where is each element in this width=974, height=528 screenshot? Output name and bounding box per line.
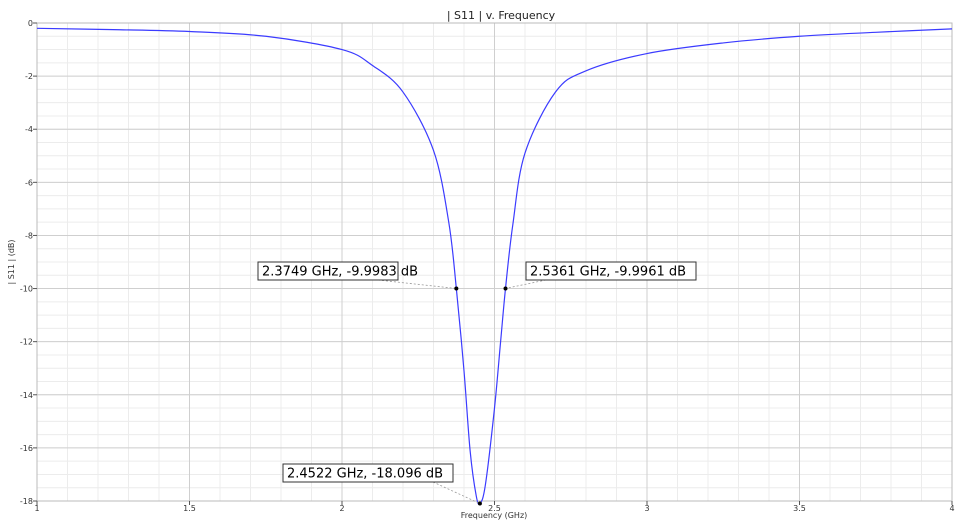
grid bbox=[36, 22, 953, 502]
x-axis-label: Frequency (GHz) bbox=[461, 511, 528, 520]
y-tick-label: -16 bbox=[20, 444, 33, 453]
marker-label: 2.3749 GHz, -9.9983 dB bbox=[262, 265, 418, 280]
chart-title: | S11 | v. Frequency bbox=[447, 9, 556, 22]
x-tick-label: 2.5 bbox=[488, 504, 501, 513]
x-tick-label: 4 bbox=[949, 504, 954, 513]
x-tick-label: 2 bbox=[339, 504, 344, 513]
x-tick-label: 3.5 bbox=[793, 504, 806, 513]
y-tick-label: -8 bbox=[25, 231, 33, 240]
x-tick-label: 3 bbox=[644, 504, 649, 513]
y-tick-label: -14 bbox=[20, 391, 33, 400]
y-tick-label: -18 bbox=[20, 497, 33, 506]
marker-label-box bbox=[525, 261, 697, 281]
y-axis-label: | S11 | (dB) bbox=[7, 239, 16, 284]
marker-point[interactable] bbox=[503, 286, 508, 291]
y-tick-label: -2 bbox=[25, 72, 33, 81]
marker-point[interactable] bbox=[454, 286, 459, 291]
marker-label-box bbox=[257, 261, 399, 281]
x-tick-label: 1 bbox=[34, 504, 39, 513]
y-tick-label: -6 bbox=[25, 178, 33, 187]
y-tick-label: -4 bbox=[25, 125, 33, 134]
marker-leader-line bbox=[432, 481, 481, 504]
marker-leader-line bbox=[505, 279, 547, 289]
marker-leader-line bbox=[377, 279, 457, 289]
markers-layer: 2.3749 GHz, -9.9983 dB 2.5361 GHz, -9.996… bbox=[257, 261, 697, 506]
x-tick-label: 1.5 bbox=[183, 504, 196, 513]
y-tick-label: -12 bbox=[20, 338, 33, 347]
marker-point[interactable] bbox=[477, 501, 482, 506]
marker-label: 2.5361 GHz, -9.9961 dB bbox=[530, 265, 686, 280]
marker-label: 2.4522 GHz, -18.096 dB bbox=[287, 467, 443, 482]
axis-ticks: 1 1.5 2 2.5 3 3.5 4 0 -2 -4 -6 -8 -10 -12 -14 -16 -18 bbox=[20, 19, 955, 513]
y-tick-label: -10 bbox=[20, 285, 33, 294]
marker-label-box bbox=[282, 463, 454, 483]
y-tick-label: 0 bbox=[28, 19, 33, 28]
